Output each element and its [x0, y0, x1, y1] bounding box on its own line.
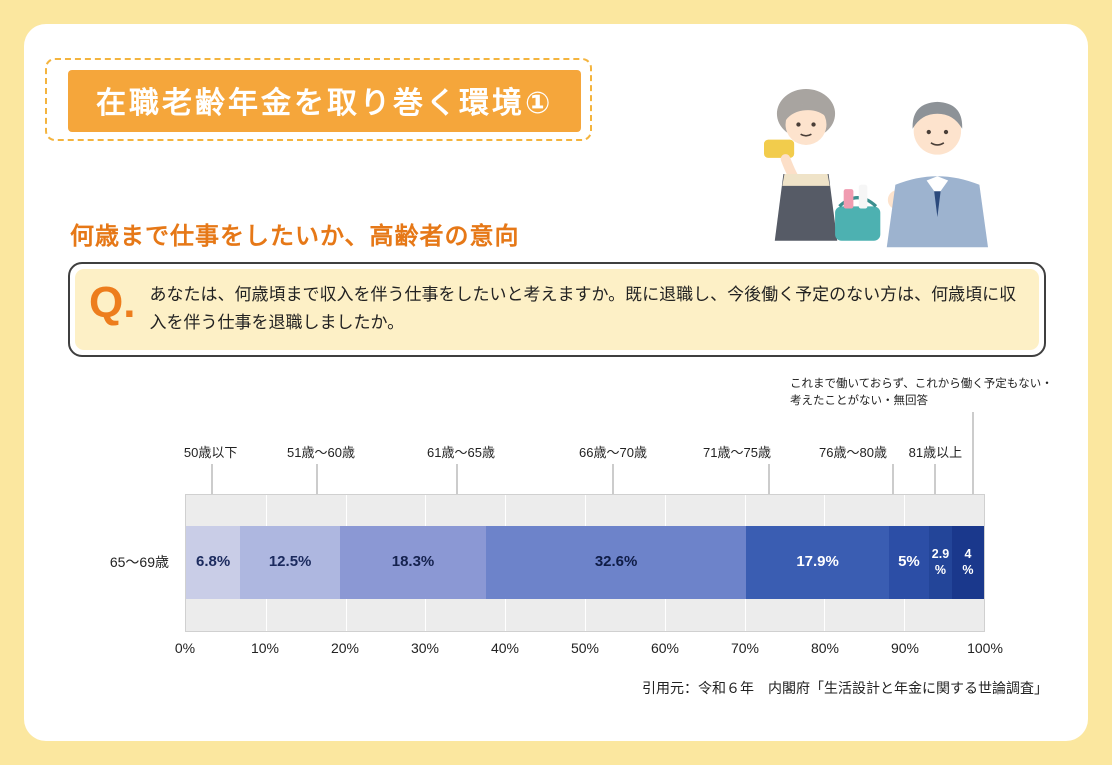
bar-segment: 18.3% — [340, 526, 487, 599]
man-figure — [886, 101, 988, 248]
x-axis-tick: 30% — [410, 640, 440, 656]
woman-figure — [764, 88, 881, 241]
page-title: 在職老齢年金を取り巻く環境① — [68, 70, 582, 132]
x-axis-tick: 20% — [330, 640, 360, 656]
segment-value: 6.8% — [196, 553, 231, 571]
category-label: 81歳以上 — [908, 445, 963, 460]
segment-value: 18.3% — [391, 553, 435, 571]
x-axis-tick: 60% — [650, 640, 680, 656]
question-mark-label: Q. — [89, 278, 136, 327]
elderly-couple-svg — [764, 88, 988, 248]
bar-segment: 32.6% — [486, 526, 747, 599]
category-label: 51歳〜60歳 — [287, 445, 355, 460]
leader-line — [972, 412, 974, 534]
x-axis-tick: 40% — [490, 640, 520, 656]
question-box: Q. あなたは、何歳頃まで収入を伴う仕事をしたいと考えますか。既に退職し、今後働… — [68, 262, 1046, 358]
section-heading: 何歳まで仕事をしたいか、高齢者の意向 — [70, 223, 520, 250]
plot-area: 6.8% 12.5% 18.3% 32.6% 17.9% 5% 2.9 % 4 % — [185, 494, 985, 632]
source-citation: 引用元：令和６年 内閣府「生活設計と年金に関する世論調査」 — [642, 680, 1048, 696]
content-card: 在職老齢年金を取り巻く環境① — [24, 24, 1088, 741]
segment-value: 12.5% — [268, 553, 312, 571]
x-axis-tick: 0% — [174, 640, 196, 656]
bar-segment: 4 % — [952, 526, 984, 599]
x-axis-tick: 80% — [810, 640, 840, 656]
x-axis-tick: 70% — [730, 640, 760, 656]
category-label: 76歳〜80歳 — [819, 445, 887, 460]
segment-value: 2.9 % — [931, 546, 950, 577]
x-axis-tick: 90% — [890, 640, 920, 656]
bar-segment: 2.9 % — [928, 526, 953, 599]
row-label: 65〜69歳 — [109, 554, 169, 570]
x-axis-tick: 10% — [250, 640, 280, 656]
bar-segment: 12.5% — [240, 526, 340, 599]
category-label: 50歳以下 — [183, 445, 238, 460]
elderly-couple-illustration — [736, 74, 1016, 259]
segment-value: 32.6% — [594, 553, 638, 571]
chart: これまで働いておらず、これから働く予定もない・ 考えたことがない・無回答 50歳… — [110, 376, 1053, 676]
segment-value: 17.9% — [796, 553, 839, 571]
question-text: あなたは、何歳頃まで収入を伴う仕事をしたいと考えますか。既に退職し、今後働く予定… — [149, 285, 1017, 332]
segment-value: 4 % — [962, 546, 974, 577]
question-panel: Q. あなたは、何歳頃まで収入を伴う仕事をしたいと考えますか。既に退職し、今後働… — [75, 269, 1039, 351]
bar-segment: 6.8% — [186, 526, 241, 599]
category-label: 71歳〜75歳 — [703, 445, 771, 460]
title-dashed-outline — [45, 58, 593, 141]
x-axis-tick: 100% — [967, 640, 1003, 656]
category-label: 61歳〜65歳 — [427, 445, 495, 460]
segment-value: 5% — [898, 553, 920, 571]
bar-segment: 5% — [889, 526, 929, 599]
stacked-bar: 6.8% 12.5% 18.3% 32.6% 17.9% 5% 2.9 % 4 % — [186, 526, 984, 599]
bar-segment: 17.9% — [746, 526, 889, 599]
x-axis-tick: 50% — [570, 640, 600, 656]
page-title-box: 在職老齢年金を取り巻く環境① — [45, 58, 593, 141]
chart-annotation: これまで働いておらず、これから働く予定もない・ 考えたことがない・無回答 — [790, 378, 1053, 407]
category-label: 66歳〜70歳 — [579, 445, 647, 460]
